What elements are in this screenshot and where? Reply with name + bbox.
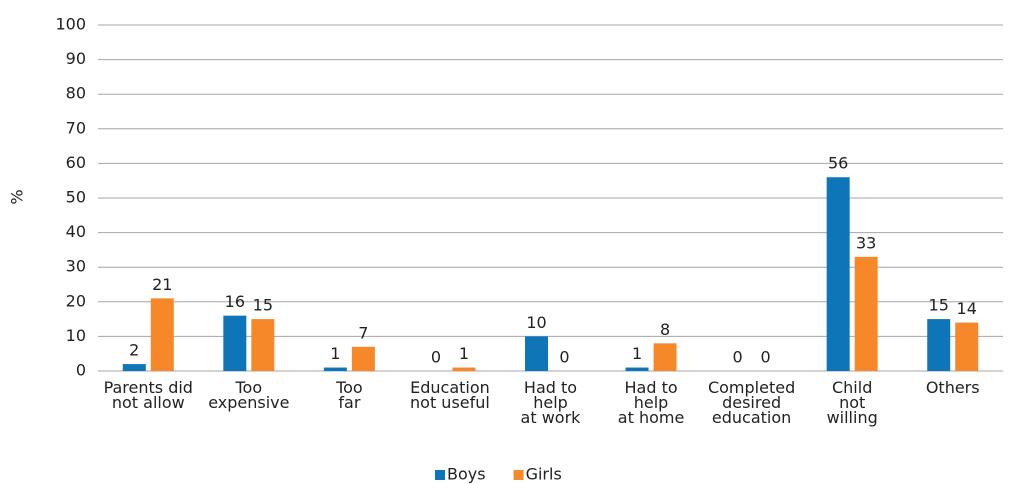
x-tick-label-line: at work (521, 408, 582, 427)
y-tick-label: 10 (66, 326, 86, 345)
bar (625, 367, 649, 371)
y-tick-label: 100 (55, 15, 86, 34)
x-tick-label-line: Parents did (104, 378, 193, 397)
value-label: 14 (957, 299, 977, 318)
legend-swatch (513, 470, 524, 480)
value-label: 0 (733, 348, 743, 367)
value-label: 1 (330, 344, 340, 363)
bar (452, 367, 476, 371)
bar (525, 336, 548, 371)
value-label: 21 (152, 275, 172, 294)
legend-label: Boys (447, 465, 486, 484)
x-tick-label: Too far (335, 378, 363, 412)
value-label: 16 (225, 292, 245, 311)
x-tick-label: Others (926, 378, 980, 397)
x-tick-label-line: expensive (208, 393, 289, 412)
value-label: 1 (632, 344, 642, 363)
y-axis-label: % (8, 189, 27, 204)
value-label: 33 (856, 233, 876, 252)
y-tick-label: 60 (66, 153, 86, 172)
y-tick-label: 90 (66, 49, 86, 68)
bar (323, 367, 347, 371)
legend-label: Girls (526, 465, 562, 484)
x-tick-label-line: desired (722, 393, 781, 412)
x-tick-label: Parents did not allow (104, 378, 193, 412)
value-label: 56 (828, 154, 848, 173)
y-tick-label: 0 (76, 361, 86, 380)
y-tick-label: 70 (66, 118, 86, 137)
x-tick-label-line: at home (618, 408, 685, 427)
x-tick-label-line: Child (832, 378, 872, 397)
legend-swatch (435, 470, 445, 480)
bar (826, 177, 850, 371)
value-label: 8 (660, 320, 670, 339)
x-tick-label-line: Had to (624, 378, 677, 397)
value-label: 1 (459, 344, 469, 363)
x-tick-label-line: willing (827, 408, 878, 427)
y-tick-label: 50 (66, 188, 86, 207)
y-tick-label: 80 (66, 84, 86, 103)
x-tick-label-line: Too (235, 378, 263, 397)
x-tick-label-line: not allow (112, 393, 185, 412)
bar (351, 346, 375, 371)
value-label: 10 (526, 313, 546, 332)
value-label: 2 (129, 341, 139, 360)
bar (927, 319, 951, 371)
bar (251, 319, 275, 371)
x-tick-label-line: help (634, 393, 669, 412)
value-label: 0 (431, 348, 441, 367)
x-tick-label-line: Education (410, 378, 490, 397)
bar (150, 298, 174, 371)
x-tick-label-line: not useful (410, 393, 490, 412)
value-label: 0 (761, 348, 771, 367)
y-tick-label: 40 (66, 222, 86, 241)
x-tick-label: Had to help at work (521, 378, 582, 427)
bar (955, 322, 979, 371)
x-tick-label: Had to help at home (618, 378, 685, 427)
value-label: 15 (929, 296, 949, 315)
y-tick-label: 20 (66, 291, 86, 310)
x-tick-label-line: Too (335, 378, 363, 397)
value-label: 15 (253, 296, 273, 315)
x-tick-label-line: help (533, 393, 568, 412)
value-label: 0 (559, 348, 569, 367)
x-tick-label-line: not (839, 393, 865, 412)
x-tick-label-line: Had to (524, 378, 577, 397)
x-tick-label: Education not useful (410, 378, 490, 412)
x-tick-label-line: education (712, 408, 791, 427)
x-tick-label: Child not willing (827, 378, 878, 427)
bar (653, 343, 677, 371)
x-tick-label-line: Others (926, 378, 980, 397)
value-label: 7 (358, 323, 368, 342)
bar (122, 364, 146, 371)
x-tick-label: Completed desired education (708, 378, 795, 427)
bar (854, 256, 878, 371)
x-tick-label: Too expensive (208, 378, 289, 412)
bar (223, 315, 247, 371)
y-tick-label: 30 (66, 257, 86, 276)
x-tick-label-line: Completed (708, 378, 795, 397)
x-tick-label-line: far (338, 393, 360, 412)
